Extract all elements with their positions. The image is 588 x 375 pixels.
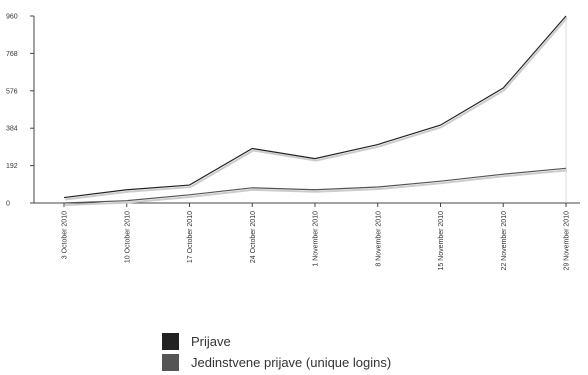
- x-tick-label: 10 October 2010: [124, 211, 131, 263]
- series-line-prijave: [63, 15, 567, 199]
- x-tick-label: 15 November 2010: [438, 211, 445, 271]
- legend-item: Jedinstvene prijave (unique logins): [162, 354, 391, 371]
- legend-swatch: [162, 354, 179, 371]
- legend-item: Prijave: [162, 333, 391, 350]
- series-line-jedinstvene-prijave: [63, 167, 567, 204]
- x-tick-label: 17 October 2010: [187, 211, 194, 263]
- y-tick-label: 192: [6, 163, 18, 170]
- x-tick-label: 3 October 2010: [62, 211, 69, 259]
- legend-swatch: [162, 333, 179, 350]
- x-tick-label: 1 November 2010: [313, 211, 320, 267]
- y-tick-label: 384: [6, 126, 18, 133]
- series-line-shadow: [64, 169, 568, 206]
- y-tick-label: 0: [6, 201, 10, 208]
- y-tick-label: 960: [6, 14, 18, 21]
- legend-label: Prijave: [191, 334, 231, 349]
- x-tick-label: 22 November 2010: [501, 211, 508, 271]
- x-tick-label: 8 November 2010: [375, 211, 382, 267]
- y-tick-label: 768: [6, 51, 18, 58]
- chart-legend: Prijave Jedinstvene prijave (unique logi…: [162, 333, 391, 375]
- x-tick-label: 29 November 2010: [564, 211, 571, 271]
- legend-label: Jedinstvene prijave (unique logins): [191, 355, 392, 370]
- series-line-shadow: [64, 17, 568, 201]
- x-tick-label: 24 October 2010: [250, 211, 257, 263]
- y-tick-label: 576: [6, 88, 18, 95]
